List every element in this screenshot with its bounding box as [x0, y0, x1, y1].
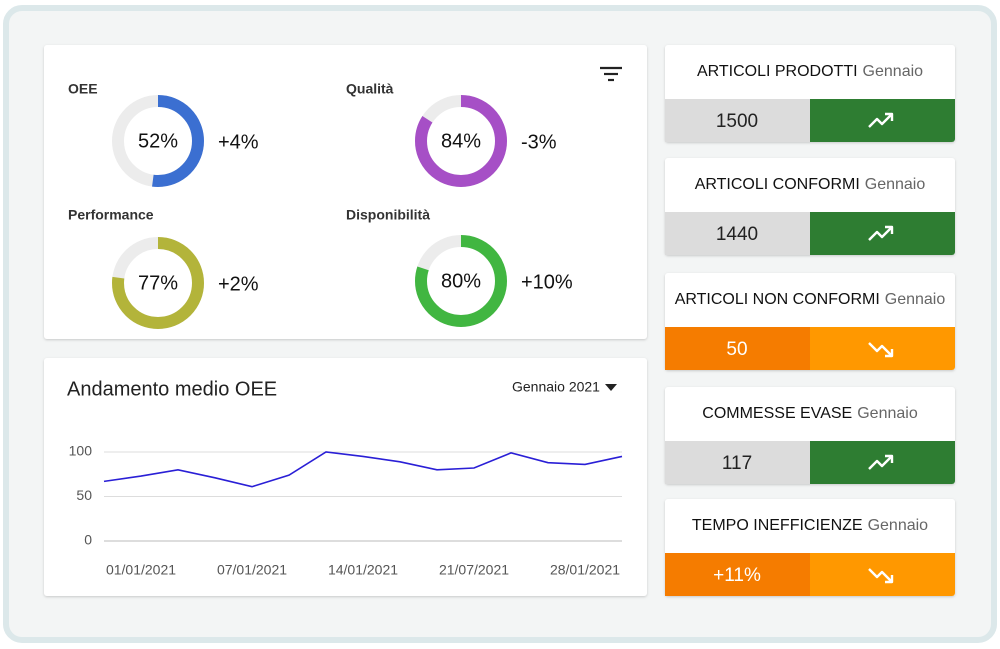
kpi-value-bg	[665, 441, 810, 484]
kpi-title: TEMPO INEFFICIENZE	[692, 517, 863, 534]
kpi-icon-bg	[810, 327, 955, 370]
kpi-title-line: ARTICOLI NON CONFORMI Gennaio	[675, 291, 946, 308]
kpi-title-line: ARTICOLI PRODOTTI Gennaio	[697, 63, 923, 80]
kpi-value: +11%	[713, 565, 761, 586]
kpi-period: Gennaio	[885, 291, 946, 308]
kpi-card: ARTICOLI NON CONFORMI Gennaio 50	[665, 273, 955, 370]
kpi-value-bg	[665, 99, 810, 142]
line-series	[103, 451, 623, 488]
kpi-trend-icon	[868, 454, 894, 470]
kpi-trend-icon	[868, 342, 894, 358]
gauge-arc	[415, 235, 507, 327]
kpi-icon-bg	[810, 441, 955, 484]
gauge-label: Disponibilità	[346, 207, 430, 223]
gauge-arc	[112, 237, 204, 329]
kpi-card: TEMPO INEFFICIENZE Gennaio +11%	[665, 499, 955, 596]
kpi-card: ARTICOLI PRODOTTI Gennaio 1500	[665, 45, 955, 142]
kpi-icon-bg	[810, 99, 955, 142]
gauge-label: OEE	[68, 81, 98, 97]
kpi-trend-icon	[868, 568, 894, 584]
x-tick-label: 01/01/2021	[106, 562, 176, 578]
gauge-arc	[112, 95, 204, 187]
gauge-value: 84%	[441, 130, 481, 152]
kpi-value: 1500	[716, 111, 758, 132]
kpi-card: COMMESSE EVASE Gennaio 117	[665, 387, 955, 484]
kpi-period: Gennaio	[863, 63, 924, 80]
kpi-title: ARTICOLI PRODOTTI	[697, 63, 858, 80]
kpi-value: 50	[726, 339, 747, 360]
gauge-delta: +2%	[218, 273, 259, 295]
x-tick-label: 07/01/2021	[217, 562, 287, 578]
kpi-trend-icon	[868, 112, 894, 128]
kpi-icon-bg	[810, 212, 955, 255]
kpi-title-line: TEMPO INEFFICIENZE Gennaio	[692, 517, 928, 534]
kpi-title: ARTICOLI NON CONFORMI	[675, 291, 880, 308]
gauge-arc	[415, 95, 507, 187]
kpi-icon-bg	[810, 553, 955, 596]
kpi-value: 1440	[716, 224, 758, 245]
x-tick-label: 21/07/2021	[439, 562, 509, 578]
y-tick-label: 0	[84, 532, 92, 548]
gauge-delta: -3%	[521, 131, 557, 153]
x-tick-label: 14/01/2021	[328, 562, 398, 578]
kpi-period: Gennaio	[865, 176, 926, 193]
gauge-value: 77%	[138, 272, 178, 294]
x-tick-label: 28/01/2021	[550, 562, 620, 578]
kpi-title-line: ARTICOLI CONFORMI Gennaio	[695, 176, 926, 193]
kpi-card: ARTICOLI CONFORMI Gennaio 1440	[665, 158, 955, 255]
kpi-value-bg	[665, 327, 810, 370]
dropdown-arrow[interactable]	[605, 384, 617, 391]
kpi-value-bg	[665, 553, 810, 596]
kpi-title: ARTICOLI CONFORMI	[695, 176, 860, 193]
gauge-value: 80%	[441, 270, 481, 292]
kpi-trend-icon	[868, 225, 894, 241]
filter-icon[interactable]	[600, 66, 622, 82]
kpi-title: COMMESSE EVASE	[702, 405, 852, 422]
gauge-label: Performance	[68, 207, 154, 223]
kpi-value: 117	[722, 453, 752, 474]
kpi-period: Gennaio	[868, 517, 929, 534]
gauge-value: 52%	[138, 130, 178, 152]
kpi-period: Gennaio	[857, 405, 918, 422]
gauge-delta: +4%	[218, 131, 259, 153]
period-dropdown[interactable]: Gennaio 2021	[512, 379, 600, 395]
chart-card	[44, 358, 647, 596]
y-tick-label: 50	[76, 487, 92, 503]
chart-title: Andamento medio OEE	[67, 378, 277, 400]
y-tick-label: 100	[69, 443, 93, 459]
gauge-label: Qualità	[346, 81, 394, 97]
kpi-title-line: COMMESSE EVASE Gennaio	[702, 405, 918, 422]
gauge-delta: +10%	[521, 271, 573, 293]
kpi-value-bg	[665, 212, 810, 255]
